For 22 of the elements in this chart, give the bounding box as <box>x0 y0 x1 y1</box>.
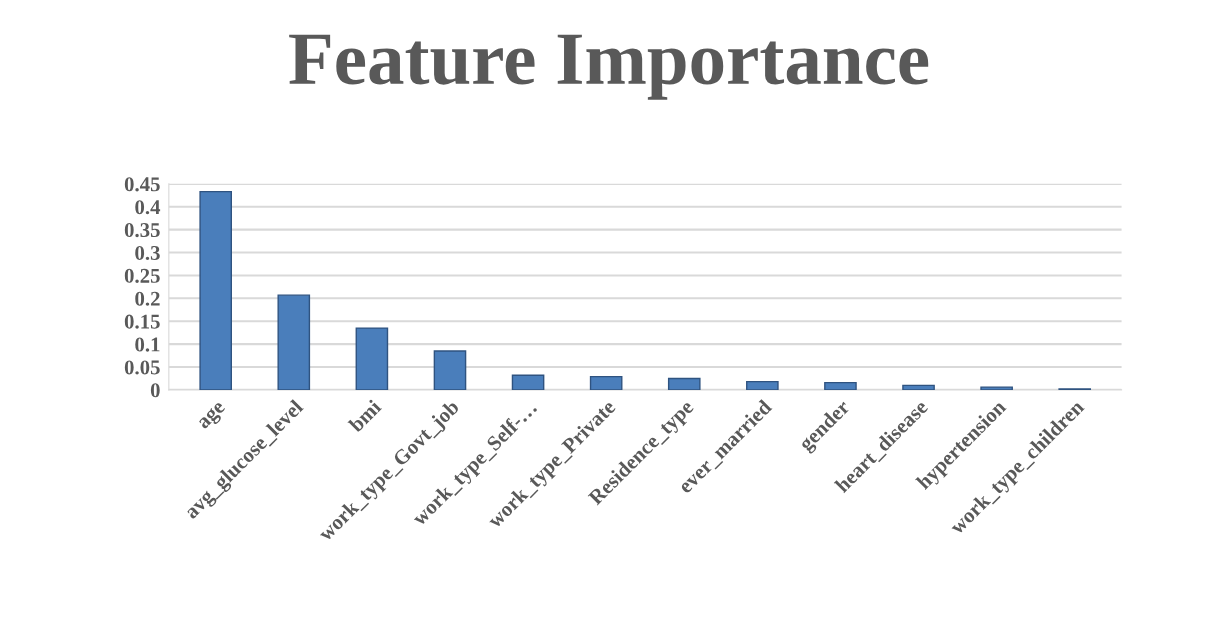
bar <box>667 377 701 390</box>
y-tick-label: 0.4 <box>135 200 161 215</box>
bar <box>589 375 623 390</box>
bar <box>824 381 857 390</box>
chart-title: Feature Importance <box>289 34 929 100</box>
y-tick-label: 0.25 <box>124 268 160 283</box>
bar <box>199 190 233 390</box>
y-tick-label: 0.35 <box>124 223 160 238</box>
y-tick-label: 0 <box>150 383 160 398</box>
y-tick-label: 0.1 <box>135 337 160 352</box>
y-tick-label: 0.45 <box>124 177 160 192</box>
bar <box>902 384 935 390</box>
y-tick-label: 0.15 <box>124 314 160 329</box>
bar <box>511 374 545 390</box>
bar <box>277 294 311 390</box>
y-tick-label: 0.3 <box>135 245 160 261</box>
bar <box>355 327 389 390</box>
bar <box>980 386 1013 390</box>
y-tick-label: 0.05 <box>124 360 160 375</box>
bar <box>746 380 779 390</box>
bar <box>433 350 467 390</box>
y-tick-label: 0.2 <box>135 291 160 306</box>
